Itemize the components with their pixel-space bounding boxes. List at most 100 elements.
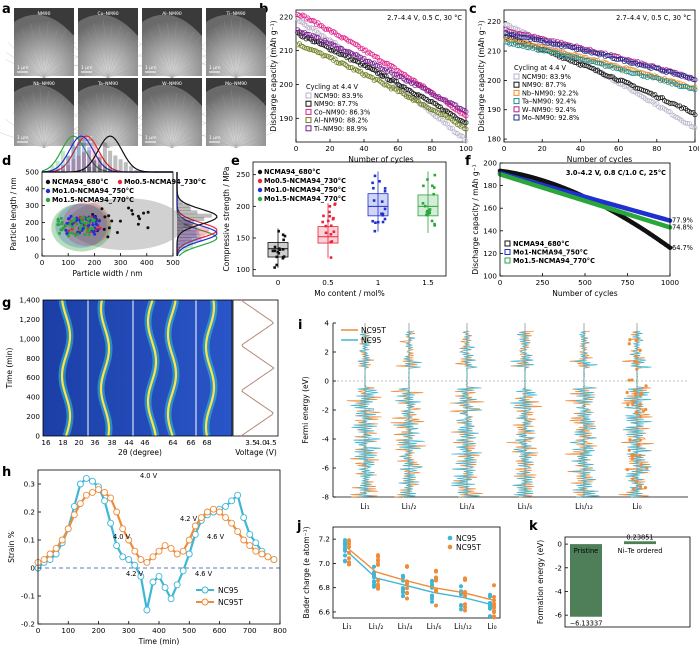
sem-grain xyxy=(235,103,256,149)
data-point xyxy=(346,38,352,44)
data-point xyxy=(627,60,633,66)
data-point xyxy=(665,109,671,114)
data-point xyxy=(492,583,496,588)
data-point xyxy=(373,174,377,178)
y-axis-label: Particle length / nm xyxy=(9,177,18,250)
width-histogram-bar xyxy=(71,146,76,172)
y-axis-label: Fermi energy (eV) xyxy=(301,376,310,443)
sem-grain xyxy=(235,51,278,79)
x-tick-label: 0 xyxy=(36,626,41,635)
data-point xyxy=(179,567,187,575)
width-histogram-bar xyxy=(81,169,86,172)
particle-point xyxy=(136,214,140,218)
width-histogram-bar xyxy=(129,166,134,172)
length-histogram-bar xyxy=(177,247,181,252)
sem-image: NM90 1 μm xyxy=(5,8,89,79)
data-point xyxy=(629,61,635,66)
data-point xyxy=(432,101,438,107)
sem-image: W–NM90 1 μm xyxy=(127,78,213,149)
data-point xyxy=(337,52,343,57)
x-tick-label: 60 xyxy=(393,144,403,153)
legend-marker xyxy=(201,586,209,594)
voltage-annotation: 4.0 V xyxy=(140,472,158,480)
data-point xyxy=(315,50,321,56)
y-tick-label: 100 xyxy=(25,235,39,244)
data-point xyxy=(343,546,347,551)
sem-grain xyxy=(235,114,269,149)
data-point xyxy=(654,65,660,71)
y-tick-label: 800 xyxy=(26,354,40,363)
data-point xyxy=(343,543,347,548)
diffraction-peak xyxy=(166,299,178,437)
chart-d: 0 100 200 300 400 500 0 100 200 300 400 500 Particle… xyxy=(9,135,218,278)
plot-frame xyxy=(564,536,691,628)
dos-marker xyxy=(630,453,634,457)
data-point xyxy=(271,249,275,253)
sem-particle xyxy=(78,14,138,77)
particle-point xyxy=(83,233,87,237)
y-tick-label: 4 xyxy=(324,319,329,328)
y-tick-label: -6 xyxy=(555,611,563,620)
width-histogram-bar xyxy=(55,168,60,172)
data-point xyxy=(463,138,469,144)
x-tick-label: 20 xyxy=(74,438,84,447)
panel-label-d: d xyxy=(2,154,11,169)
sem-particle xyxy=(206,14,266,77)
sem-grain xyxy=(12,112,45,149)
data-point xyxy=(434,575,438,580)
sem-grain xyxy=(235,130,277,149)
dos-marker xyxy=(630,457,635,461)
length-histogram-bar xyxy=(177,230,200,235)
length-histogram-bar xyxy=(177,210,178,215)
width-histogram-bar xyxy=(60,169,65,172)
scale-bar-label: 1 μm xyxy=(145,135,157,141)
x-tick-label: 100 xyxy=(61,258,75,267)
dos-marker xyxy=(631,477,635,481)
legend-entry: NCM90: 83.9% xyxy=(314,92,363,100)
x-tick-label: 800 xyxy=(273,626,287,635)
x-axis-label: 2θ (degree) xyxy=(118,448,162,457)
data-point xyxy=(149,553,157,561)
width-histogram-bar xyxy=(108,170,113,172)
data-point xyxy=(444,108,450,114)
data-point xyxy=(456,122,462,128)
length-histogram-bar xyxy=(177,213,179,218)
data-point xyxy=(203,508,211,516)
length-histogram-bar xyxy=(177,237,192,242)
sem-particle xyxy=(142,14,202,77)
data-point xyxy=(640,63,646,69)
data-point xyxy=(46,556,54,564)
data-point xyxy=(76,480,84,488)
data-point xyxy=(631,60,637,66)
diffraction-peak xyxy=(204,299,216,437)
chart-i: -8 -6 -4 -2 0 2 4 Fermi energy (eV) Li₁ Li₁/₂ Li₁/… xyxy=(301,319,688,511)
data-point xyxy=(119,525,127,533)
sem-grain xyxy=(70,43,109,79)
legend-marker xyxy=(257,187,263,193)
y-tick-label: 0.1 xyxy=(24,536,35,545)
legend-marker xyxy=(513,114,520,121)
x-tick-label: 100 xyxy=(688,144,699,153)
y-tick-label: 1,400 xyxy=(19,296,40,305)
iqr-box xyxy=(317,226,339,244)
data-point xyxy=(327,55,333,61)
data-point xyxy=(430,219,434,223)
sem-grain xyxy=(22,95,45,149)
legend-marker xyxy=(513,89,520,96)
data-point xyxy=(407,87,413,93)
sem-grain xyxy=(235,31,255,79)
x-tick-label: Li₀ xyxy=(632,502,641,511)
sem-grain xyxy=(43,129,84,149)
data-point xyxy=(459,607,463,612)
data-point xyxy=(376,557,380,562)
data-point xyxy=(258,550,266,558)
data-point xyxy=(431,184,434,188)
data-point xyxy=(463,126,469,132)
y-tick-label: 0 xyxy=(324,377,329,386)
sem-grain xyxy=(171,112,206,149)
x-tick-label: 100 xyxy=(61,626,75,635)
sem-grain xyxy=(206,37,237,79)
data-point xyxy=(88,477,96,485)
dos-marker xyxy=(638,438,643,442)
y-tick-label: -2 xyxy=(555,563,562,572)
